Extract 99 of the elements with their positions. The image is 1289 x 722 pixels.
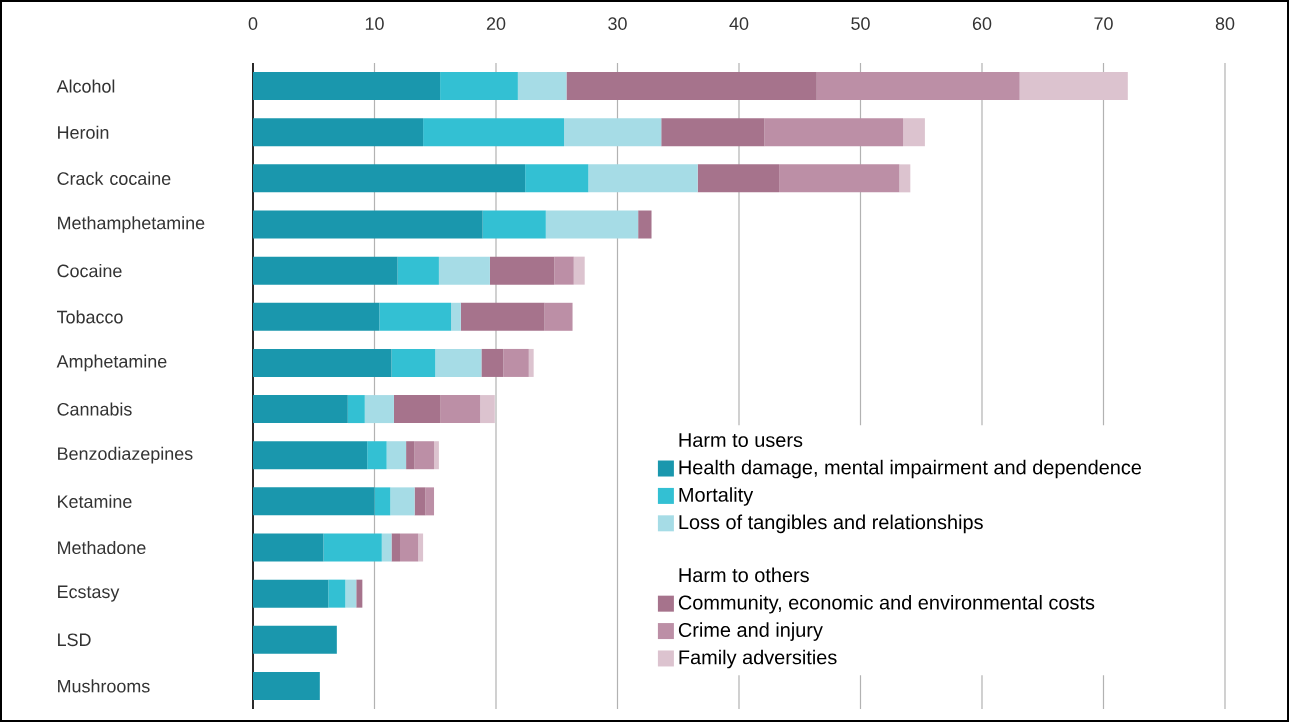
bar [435,348,482,377]
bar [379,302,452,331]
legend-label: Family adversities [679,649,837,669]
bar [253,533,324,562]
bar [434,441,439,470]
bar [517,72,567,101]
y-tick-label: Amphetamine [56,354,167,372]
bar [390,487,415,516]
x-tick-label: 50 [851,17,870,30]
bar [440,72,518,101]
bar [374,487,391,516]
y-tick-label: Cannabis [57,402,132,416]
bar [481,348,504,377]
bar [253,118,424,147]
bar [903,118,925,147]
bar [406,441,415,470]
bar [253,348,392,377]
legend-label: Crime and injury [678,622,823,641]
bar [386,441,407,470]
bar [638,210,652,239]
bar [393,395,441,424]
bar [400,533,419,562]
x-tick-label: 60 [972,17,992,30]
bar [253,579,329,608]
y-tick-label: LSD [58,633,91,647]
bar [480,395,495,424]
bar [764,118,904,147]
bar [566,72,817,101]
bar [460,302,545,331]
y-tick-label: Ketamine [58,494,132,508]
bar [503,348,529,377]
bar [253,487,375,516]
x-tick-label: 10 [365,17,384,30]
y-tick-label: Benzodiazepines [58,446,193,464]
bar [423,118,565,147]
bar [253,210,483,239]
bar [425,487,435,516]
bar [1019,72,1128,101]
bar [345,579,357,608]
bar [418,533,424,562]
bar [364,395,394,424]
bar [545,210,639,239]
bar [489,256,555,285]
bar [573,256,585,285]
bar [414,487,426,516]
bar [253,625,337,654]
bar [588,164,698,193]
y-tick-label: Mushrooms [58,679,150,693]
y-tick-label: Crack cocaine [57,171,171,185]
bar [253,671,320,700]
bar [253,302,380,331]
bar [816,72,1020,101]
annotation: Harm to others [679,567,809,583]
bar [528,348,534,377]
bar [323,533,382,562]
bar [367,441,387,470]
bar [381,533,392,562]
annotation: Harm to users [679,433,803,448]
bar [544,302,573,331]
bar [391,348,436,377]
bar [253,72,441,101]
x-tick-label: 0 [248,17,258,30]
bar [397,256,439,285]
bar [899,164,911,193]
bar [414,441,435,470]
bar [253,441,368,470]
bar [451,302,461,331]
y-tick-label: Tobacco [57,310,123,324]
legend-label: Health damage, mental impairment and dependence [679,459,1142,479]
bar [391,533,401,562]
bar [525,164,589,193]
y-tick-label: Ecstasy [58,585,120,602]
bar [779,164,900,193]
x-tick-label: 40 [729,17,749,30]
y-tick-label: Alcohol [56,79,115,93]
bar [661,118,765,147]
bar [554,256,574,285]
bar [697,164,780,193]
bar [328,579,346,608]
bar [347,395,365,424]
bar [253,256,398,285]
x-tick-label: 20 [486,17,506,30]
legend-label: Loss of tangibles and relationships [679,514,983,534]
x-tick-label: 80 [1215,17,1235,30]
x-tick-label: 30 [608,17,627,30]
y-tick-label: Cocaine [57,264,122,278]
bar [438,256,490,285]
bar [356,579,363,608]
bar [253,164,526,193]
x-tick-label: 70 [1094,17,1113,30]
y-tick-label: Heroin [58,125,109,139]
legend-label: Community, economic and environmental costs [678,594,1095,614]
y-tick-label: Methamphetamine [58,216,205,233]
y-tick-label: Methadone [58,540,146,555]
bar [253,395,348,424]
bar [482,210,546,239]
legend-label: Mortality [679,487,754,506]
bar [440,395,481,424]
bar [564,118,662,147]
